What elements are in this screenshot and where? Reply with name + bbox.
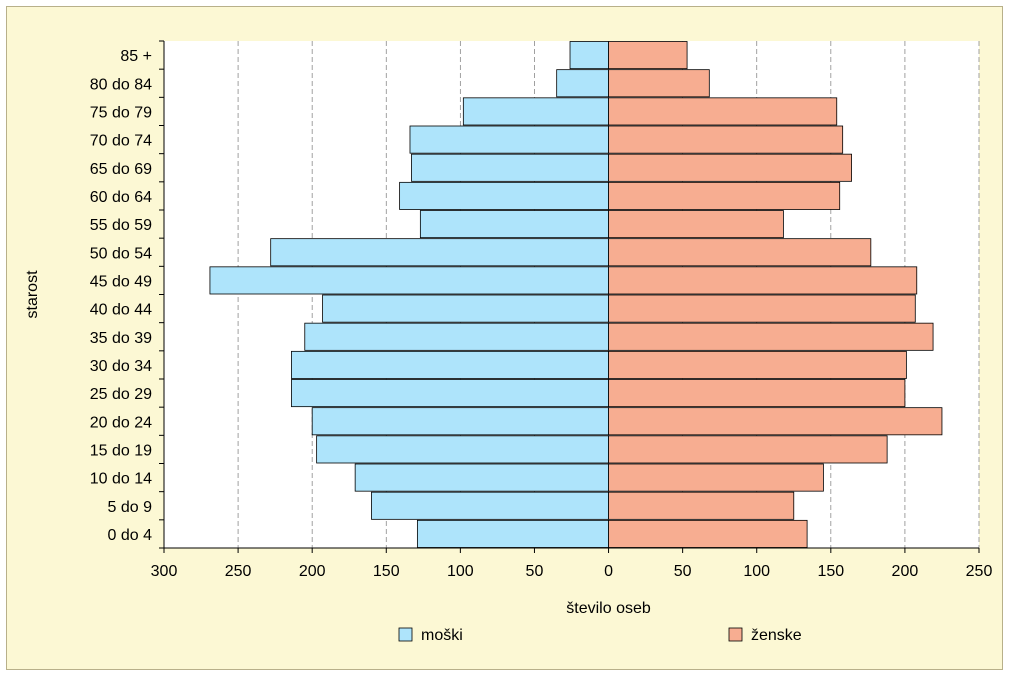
x-tick-label: 100 bbox=[743, 563, 770, 580]
bar-zenske bbox=[608, 181, 841, 210]
bar-moski bbox=[270, 238, 609, 267]
legend-label-moski: moški bbox=[421, 627, 463, 644]
x-tick-labels: 300 250 200 150 100 50 0 50 100 150 200 250 bbox=[151, 563, 993, 580]
bar-moski bbox=[354, 463, 609, 492]
bar-zenske bbox=[608, 435, 888, 464]
y-tick-label: 10 do 14 bbox=[90, 471, 152, 488]
y-tick-label: 75 do 79 bbox=[90, 104, 152, 121]
x-tick-label: 50 bbox=[674, 563, 692, 580]
y-tick-label: 65 do 69 bbox=[90, 161, 152, 178]
x-tick-label: 250 bbox=[966, 563, 993, 580]
x-tick-label: 250 bbox=[225, 563, 252, 580]
y-tick-label: 80 do 84 bbox=[90, 76, 152, 93]
y-tick-label: 85 + bbox=[120, 48, 152, 65]
y-tick-labels: 85 + 80 do 84 75 do 79 70 do 74 65 do 69 60 d… bbox=[90, 48, 152, 544]
bar-moski bbox=[462, 97, 609, 126]
bar-zenske bbox=[608, 41, 688, 70]
plot-area bbox=[164, 41, 979, 548]
bar-zenske bbox=[608, 322, 934, 351]
legend: moški ženske bbox=[398, 627, 802, 644]
bar-zenske bbox=[608, 407, 943, 436]
bar-moski bbox=[291, 350, 609, 379]
y-tick-label: 5 do 9 bbox=[108, 499, 153, 516]
bar-zenske bbox=[608, 519, 808, 548]
bar-zenske bbox=[608, 294, 916, 323]
bar-moski bbox=[316, 435, 609, 464]
bar-moski bbox=[371, 491, 609, 520]
x-tick-label: 150 bbox=[373, 563, 400, 580]
bar-moski bbox=[556, 69, 609, 98]
bar-zenske bbox=[608, 97, 838, 126]
y-tick-label: 20 do 24 bbox=[90, 414, 152, 431]
y-tick-label: 45 do 49 bbox=[90, 273, 152, 290]
y-tick-label: 50 do 54 bbox=[90, 245, 152, 262]
bar-zenske bbox=[608, 238, 872, 267]
x-axis-title: število oseb bbox=[566, 600, 651, 617]
bar-moski bbox=[411, 153, 609, 182]
y-tick-label: 60 do 64 bbox=[90, 189, 152, 206]
bar-zenske bbox=[608, 210, 784, 239]
bar-moski bbox=[322, 294, 609, 323]
y-tick-label: 55 do 59 bbox=[90, 217, 152, 234]
population-pyramid-chart: 85 + 80 do 84 75 do 79 70 do 74 65 do 69 60 d… bbox=[24, 40, 993, 644]
x-tick-label: 100 bbox=[447, 563, 474, 580]
legend-swatch-zenske bbox=[728, 627, 743, 642]
bar-zenske bbox=[608, 69, 710, 98]
bar-moski bbox=[399, 181, 609, 210]
y-axis-title: starost bbox=[24, 270, 41, 319]
bar-zenske bbox=[608, 266, 918, 295]
x-tick-label: 150 bbox=[817, 563, 844, 580]
bar-moski bbox=[209, 266, 609, 295]
x-tick-label: 200 bbox=[892, 563, 919, 580]
bar-moski bbox=[304, 322, 609, 351]
y-tick-label: 30 do 34 bbox=[90, 358, 152, 375]
bar-moski bbox=[291, 379, 609, 408]
bar-zenske bbox=[608, 350, 907, 379]
legend-label-zenske: ženske bbox=[751, 627, 802, 644]
bar-moski bbox=[311, 407, 609, 436]
bar-zenske bbox=[608, 491, 795, 520]
axes bbox=[159, 40, 980, 553]
bar-zenske bbox=[608, 379, 906, 408]
y-tick-label: 70 do 74 bbox=[90, 133, 152, 150]
x-tick-label: 200 bbox=[299, 563, 326, 580]
bar-moski bbox=[416, 519, 609, 548]
legend-swatch-moski bbox=[398, 627, 413, 642]
y-tick-label: 35 do 39 bbox=[90, 330, 152, 347]
bars bbox=[209, 41, 943, 548]
y-tick-label: 25 do 29 bbox=[90, 386, 152, 403]
y-tick-label: 0 do 4 bbox=[108, 527, 153, 544]
x-tick-label: 50 bbox=[526, 563, 544, 580]
bar-moski bbox=[409, 125, 609, 154]
bar-zenske bbox=[608, 153, 852, 182]
y-tick-label: 15 do 19 bbox=[90, 442, 152, 459]
x-tick-label: 300 bbox=[151, 563, 178, 580]
bar-zenske bbox=[608, 125, 844, 154]
y-tick-label: 40 do 44 bbox=[90, 302, 152, 319]
chart-frame: 85 + 80 do 84 75 do 79 70 do 74 65 do 69 60 d… bbox=[6, 6, 1003, 670]
bar-moski bbox=[569, 41, 609, 70]
bar-moski bbox=[419, 210, 609, 239]
bar-zenske bbox=[608, 463, 824, 492]
x-tick-label: 0 bbox=[604, 563, 613, 580]
